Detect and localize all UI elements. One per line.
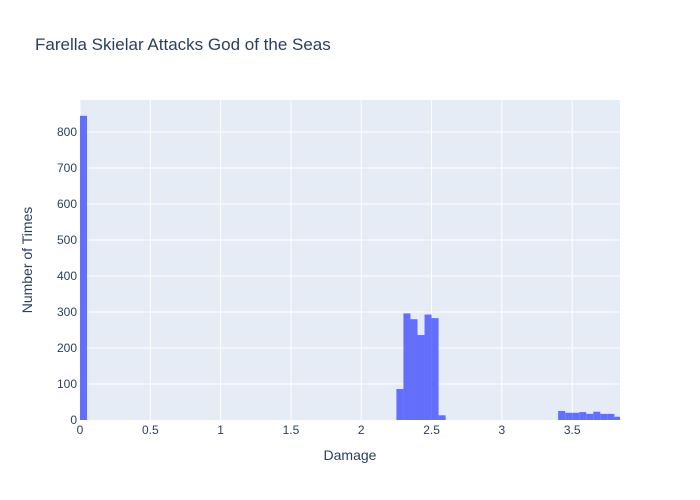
histogram-bar [424,314,432,420]
x-tick-label: 2.5 [423,423,440,437]
histogram-bar [600,413,608,420]
histogram-bar [558,411,566,420]
histogram-bar [572,412,580,420]
y-tick-label: 0 [70,413,77,427]
y-tick-label: 400 [57,269,77,283]
x-tick-label: 0 [77,423,84,437]
x-tick-label: 1 [217,423,224,437]
histogram-bar [565,412,573,420]
y-tick-label: 500 [57,233,77,247]
histogram-bar [593,411,601,420]
x-tick-label: 1.5 [283,423,300,437]
y-tick-label: 300 [57,305,77,319]
histogram-bar [396,389,404,420]
histogram-bar [417,335,425,420]
y-tick-label: 600 [57,197,77,211]
y-tick-label: 100 [57,377,77,391]
histogram-bar [431,318,439,420]
histogram-bar [607,413,615,420]
histogram-bar [403,313,411,420]
histogram-bar [614,416,620,420]
y-axis-title: Number of Times [19,207,35,314]
y-tick-label: 800 [57,125,77,139]
x-tick-label: 0.5 [142,423,159,437]
y-tick-label: 700 [57,161,77,175]
x-tick-label: 2 [358,423,365,437]
histogram-bar [579,412,587,420]
x-axis-title: Damage [324,447,377,463]
bars [80,115,620,421]
histogram-bar [586,413,594,420]
y-tick-label: 200 [57,341,77,355]
x-tick-label: 3 [499,423,506,437]
histogram-bar [410,319,418,420]
y-axis-ticks: 0 100 200 300 400 500 600 700 800 [57,125,77,427]
histogram-bar [438,415,446,420]
x-axis-ticks: 0 0.5 1 1.5 2 2.5 3 3.5 [77,423,581,437]
chart-title: Farella Skielar Attacks God of the Seas [35,35,331,54]
histogram-bar [80,115,88,421]
x-tick-label: 3.5 [564,423,581,437]
plot-area [80,100,620,420]
